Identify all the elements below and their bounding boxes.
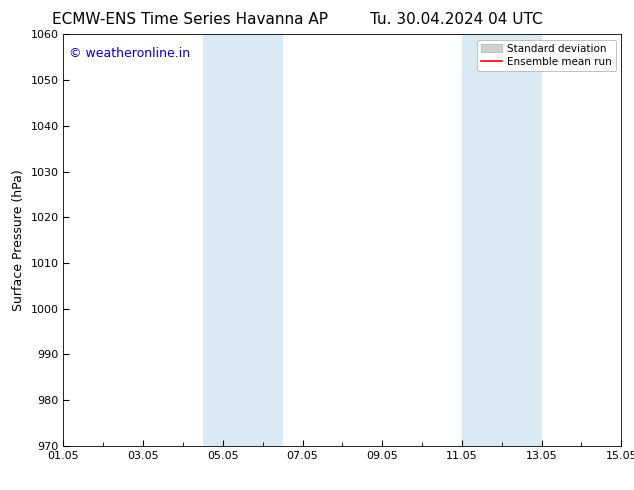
Legend: Standard deviation, Ensemble mean run: Standard deviation, Ensemble mean run: [477, 40, 616, 71]
Y-axis label: Surface Pressure (hPa): Surface Pressure (hPa): [12, 169, 25, 311]
Bar: [462, 34, 541, 446]
Text: Tu. 30.04.2024 04 UTC: Tu. 30.04.2024 04 UTC: [370, 12, 543, 27]
Bar: [203, 34, 283, 446]
Text: ECMW-ENS Time Series Havanna AP: ECMW-ENS Time Series Havanna AP: [52, 12, 328, 27]
Text: © weatheronline.in: © weatheronline.in: [69, 47, 190, 60]
